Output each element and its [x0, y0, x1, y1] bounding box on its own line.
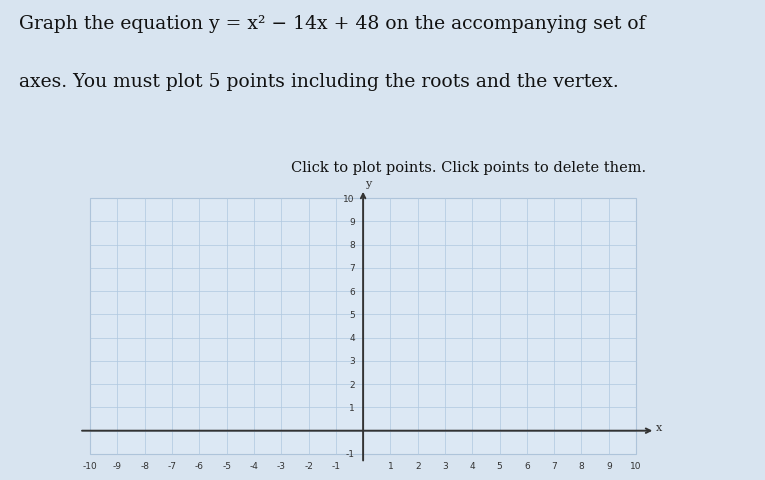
- Text: 4: 4: [470, 461, 475, 470]
- Text: -5: -5: [222, 461, 231, 470]
- Text: 3: 3: [442, 461, 448, 470]
- Text: -1: -1: [331, 461, 340, 470]
- Text: 9: 9: [349, 217, 355, 227]
- Text: Graph the equation y = x² − 14x + 48 on the accompanying set of: Graph the equation y = x² − 14x + 48 on …: [19, 14, 646, 33]
- Text: 8: 8: [578, 461, 584, 470]
- Text: 5: 5: [349, 310, 355, 319]
- Text: y: y: [365, 179, 371, 189]
- Text: x: x: [656, 422, 662, 432]
- Text: -1: -1: [346, 449, 355, 458]
- Text: 10: 10: [630, 461, 642, 470]
- Text: Click to plot points. Click points to delete them.: Click to plot points. Click points to de…: [291, 160, 646, 175]
- Text: -10: -10: [83, 461, 97, 470]
- Text: -9: -9: [113, 461, 122, 470]
- Text: 4: 4: [350, 334, 355, 343]
- Text: 7: 7: [552, 461, 557, 470]
- Text: 3: 3: [349, 357, 355, 366]
- Text: -2: -2: [304, 461, 313, 470]
- Text: 2: 2: [350, 380, 355, 389]
- Text: 9: 9: [606, 461, 612, 470]
- Text: 1: 1: [349, 403, 355, 412]
- Text: 8: 8: [349, 240, 355, 250]
- Text: 2: 2: [415, 461, 421, 470]
- Text: 6: 6: [524, 461, 529, 470]
- Text: 7: 7: [349, 264, 355, 273]
- Text: -8: -8: [140, 461, 149, 470]
- Text: -3: -3: [277, 461, 285, 470]
- Text: 5: 5: [496, 461, 503, 470]
- Text: -4: -4: [249, 461, 259, 470]
- Text: 10: 10: [343, 194, 355, 204]
- Text: -6: -6: [195, 461, 203, 470]
- Text: axes. You must plot 5 points including the roots and the vertex.: axes. You must plot 5 points including t…: [19, 73, 619, 91]
- Text: 1: 1: [388, 461, 393, 470]
- Text: -7: -7: [168, 461, 177, 470]
- Text: 6: 6: [349, 287, 355, 296]
